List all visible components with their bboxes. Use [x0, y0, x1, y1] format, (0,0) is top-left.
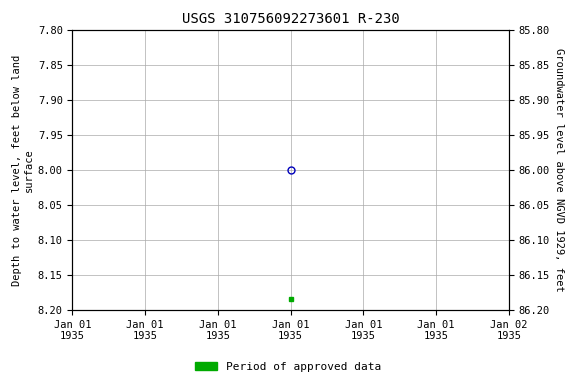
Title: USGS 310756092273601 R-230: USGS 310756092273601 R-230: [182, 12, 400, 26]
Y-axis label: Groundwater level above NGVD 1929, feet: Groundwater level above NGVD 1929, feet: [554, 48, 564, 292]
Y-axis label: Depth to water level, feet below land
surface: Depth to water level, feet below land su…: [12, 54, 33, 286]
Legend: Period of approved data: Period of approved data: [191, 358, 385, 377]
